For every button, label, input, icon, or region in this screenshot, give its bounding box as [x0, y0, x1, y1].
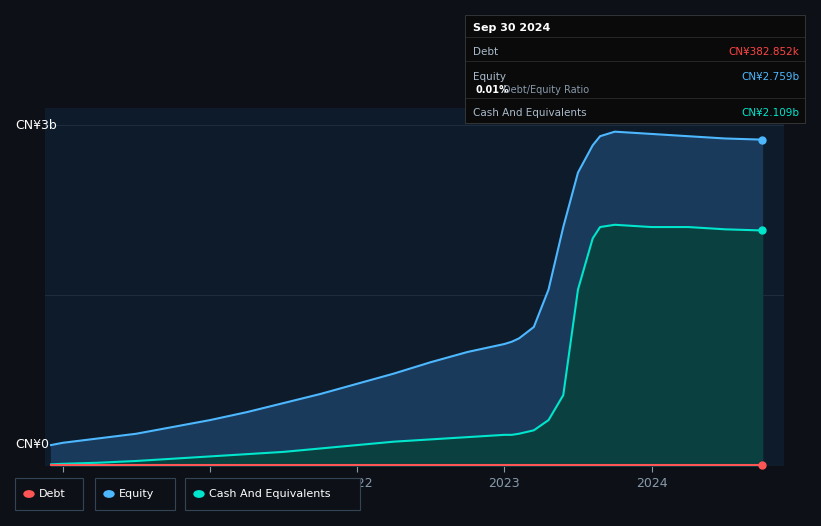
Text: CN¥3b: CN¥3b [16, 118, 57, 132]
Text: 0.01%: 0.01% [475, 85, 509, 95]
Text: CN¥2.109b: CN¥2.109b [741, 108, 799, 118]
Text: Debt/Equity Ratio: Debt/Equity Ratio [503, 85, 589, 95]
Text: Cash And Equivalents: Cash And Equivalents [209, 489, 331, 499]
Text: CN¥0: CN¥0 [16, 438, 49, 451]
Text: CN¥382.852k: CN¥382.852k [728, 47, 799, 57]
Text: Sep 30 2024: Sep 30 2024 [473, 23, 550, 33]
Point [755, 226, 768, 235]
Text: Debt: Debt [473, 47, 498, 57]
Point [755, 461, 768, 469]
Text: Equity: Equity [473, 72, 506, 82]
Point [755, 135, 768, 144]
Text: Debt: Debt [39, 489, 66, 499]
Text: Cash And Equivalents: Cash And Equivalents [473, 108, 587, 118]
Text: CN¥2.759b: CN¥2.759b [741, 72, 799, 82]
Text: Equity: Equity [119, 489, 154, 499]
